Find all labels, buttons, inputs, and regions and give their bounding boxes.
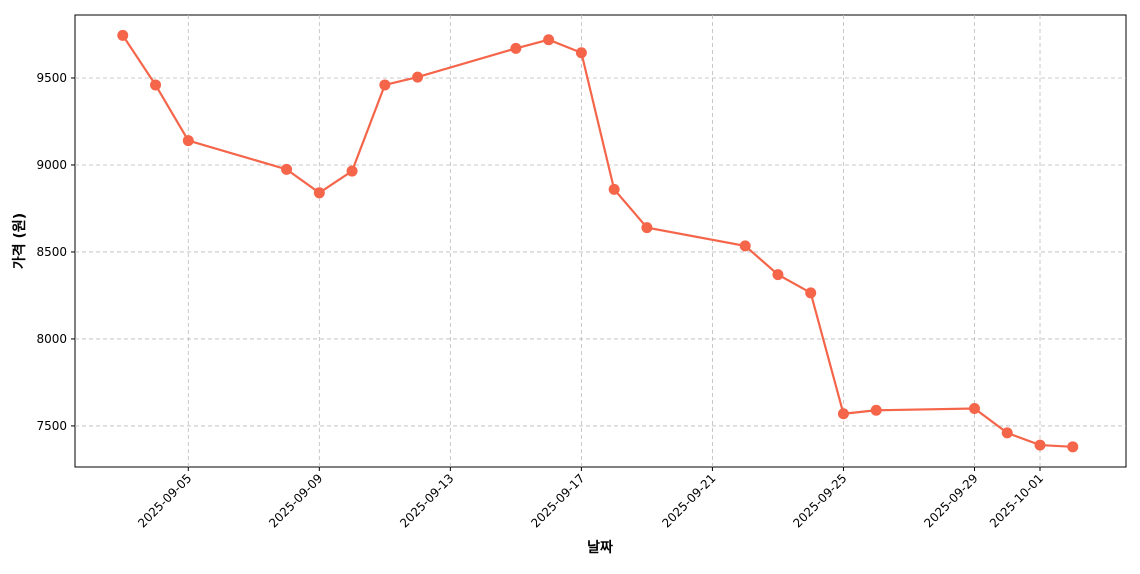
y-tick-label: 8000: [36, 332, 67, 346]
price-line: [121, 34, 1073, 448]
price-point: [379, 79, 391, 91]
price-point: [182, 135, 194, 147]
price-point: [1034, 439, 1046, 451]
x-axis-label: 날짜: [587, 540, 613, 556]
price-point: [117, 29, 129, 41]
x-tick-label: 2025-09-25: [790, 471, 849, 530]
x-tick-label: 2025-09-21: [659, 471, 718, 530]
price-point: [150, 79, 162, 91]
price-point: [641, 222, 653, 234]
y-tick-label: 9500: [36, 71, 67, 85]
price-point: [313, 187, 325, 199]
price-point: [1001, 427, 1013, 439]
price-point: [837, 408, 849, 420]
x-tick-label: 2025-09-17: [528, 471, 587, 530]
price-point: [1067, 441, 1079, 453]
price-point: [346, 165, 358, 177]
price-point: [510, 42, 522, 54]
price-point: [608, 183, 620, 195]
plot-frame: [74, 14, 1127, 468]
x-tick-label: 2025-09-05: [135, 471, 194, 530]
price-point: [772, 269, 784, 281]
y-tick-label: 9000: [36, 158, 67, 172]
y-axis-label: 가격 (원): [11, 213, 28, 269]
price-point: [805, 287, 817, 299]
x-tick-label: 2025-09-29: [921, 471, 980, 530]
price-point: [968, 403, 980, 415]
x-tick-label: 2025-09-09: [266, 471, 325, 530]
x-tick-label: 2025-09-13: [397, 471, 456, 530]
price-point: [870, 404, 882, 416]
price-point: [412, 71, 424, 83]
price-point: [281, 163, 293, 175]
x-tick-label: 2025-10-01: [987, 471, 1046, 530]
y-tick-label: 7500: [36, 419, 67, 433]
y-tick-label: 8500: [36, 245, 67, 259]
price-point: [739, 240, 751, 252]
price-point: [575, 47, 587, 59]
price-point: [543, 34, 555, 46]
